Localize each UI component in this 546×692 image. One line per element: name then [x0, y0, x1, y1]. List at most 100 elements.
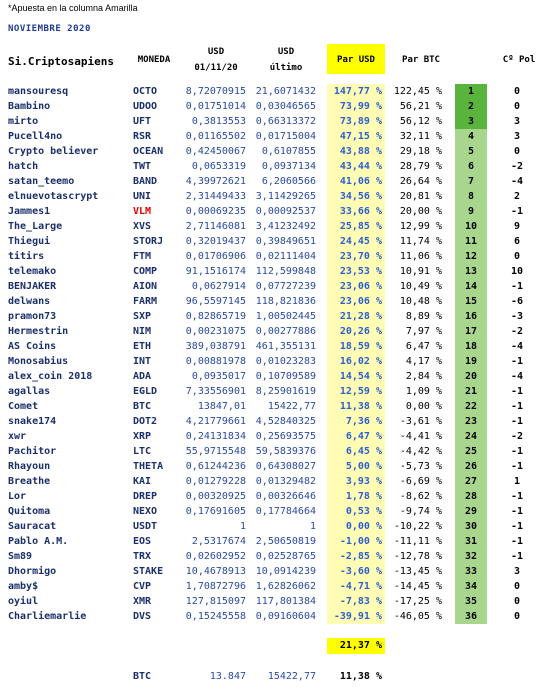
- rank-cell-bg: [455, 369, 487, 384]
- coin-symbol: USDT: [133, 521, 158, 532]
- usd-last-value: 0,6107855: [261, 146, 316, 157]
- pol-change: -1: [510, 416, 524, 427]
- player-name: Sauracat: [8, 521, 57, 532]
- usd-start-value: 55,9715548: [185, 446, 246, 457]
- coin-symbol: BAND: [133, 176, 158, 187]
- rank-number: 29: [464, 506, 478, 517]
- table-row: alex_coin 2018 ADA 0,0935017 0,10709589 14,5…: [0, 369, 546, 384]
- player-name: Pablo A.M.: [8, 536, 69, 547]
- coin-symbol: OCTO: [133, 86, 158, 97]
- par-usd-value: -3,60 %: [339, 566, 382, 577]
- pol-change: 0: [513, 596, 521, 607]
- par-btc-value: -8,62 %: [399, 491, 442, 502]
- header-usd-last-line1: USD: [277, 47, 295, 57]
- player-name: The_Large: [8, 221, 63, 232]
- usd-last-value: 118,821836: [255, 296, 316, 307]
- rank-number: 31: [464, 536, 478, 547]
- usd-last-value: 0,01715004: [255, 131, 316, 142]
- table-row: Sauracat USDT 1 1 0,00 % -10,22 % 30 -1: [0, 519, 546, 534]
- usd-start-value: 389,038791: [185, 341, 246, 352]
- usd-last-value: 0,09160604: [255, 611, 316, 622]
- usd-start-value: 0,02602952: [185, 551, 246, 562]
- table-row: mirto UFT 0,3813553 0,66313372 73,89 % 56,12 …: [0, 114, 546, 129]
- player-name: elnuevotascrypt: [8, 191, 99, 202]
- rank-number: 24: [464, 431, 478, 442]
- par-usd-value: 43,44 %: [339, 161, 382, 172]
- table-row: Charliemarlie DVS 0,15245558 0,09160604 -39,…: [0, 609, 546, 624]
- player-name: Thiegui: [8, 236, 51, 247]
- table-row: Pachitor LTC 55,9715548 59,5839376 6,45 % -4,…: [0, 444, 546, 459]
- pol-change: 3: [513, 116, 521, 127]
- pol-change: 0: [513, 581, 521, 592]
- player-name: xwr: [8, 431, 27, 442]
- usd-start-value: 10,4678913: [185, 566, 246, 577]
- table-row: telemako COMP 91,1516174 112,599848 23,53 % 1…: [0, 264, 546, 279]
- pol-change: -3: [510, 311, 524, 322]
- player-name: titirs: [8, 251, 45, 262]
- table-row: Sm89 TRX 0,02602952 0,02528765 -2,85 % -12,78…: [0, 549, 546, 564]
- usd-last-value: 461,355131: [255, 341, 316, 352]
- usd-start-value: 0,0935017: [191, 371, 246, 382]
- par-usd-value: 0,53 %: [345, 506, 382, 517]
- rank-number: 13: [464, 266, 478, 277]
- rank-number: 4: [467, 131, 475, 142]
- coin-symbol: DVS: [133, 611, 152, 622]
- par-btc-value: -14,45 %: [393, 581, 442, 592]
- rank-cell-bg: [455, 504, 487, 519]
- par-usd-value: 41,06 %: [339, 176, 382, 187]
- table-row: Breathe KAI 0,01279228 0,01329482 3,93 % -6,6…: [0, 474, 546, 489]
- player-name: snake174: [8, 416, 57, 427]
- rank-cell-bg: [455, 279, 487, 294]
- table-row: Thiegui STORJ 0,32019437 0,39849651 24,45 % 1…: [0, 234, 546, 249]
- usd-start-value: 4,39972621: [185, 176, 246, 187]
- usd-start-value: 91,1516174: [185, 266, 246, 277]
- usd-last-value: 0,01023283: [255, 356, 316, 367]
- player-name: Breathe: [8, 476, 51, 487]
- player-name: Sm89: [8, 551, 33, 562]
- usd-last-value: 59,5839376: [255, 446, 316, 457]
- par-usd-value: -1,00 %: [339, 536, 382, 547]
- coin-symbol: FARM: [133, 296, 158, 307]
- par-usd-value: -4,71 %: [339, 581, 382, 592]
- par-btc-value: -5,73 %: [399, 461, 442, 472]
- rank-number: 34: [464, 581, 478, 592]
- pol-change: 10: [510, 266, 524, 277]
- footer-usd-start: 13.847: [209, 671, 246, 682]
- player-name: Bambino: [8, 101, 51, 112]
- pol-change: -1: [510, 356, 524, 367]
- rank-cell-bg: [455, 489, 487, 504]
- usd-start-value: 127,815097: [185, 596, 246, 607]
- coin-symbol: EOS: [133, 536, 152, 547]
- par-usd-column-bg: [327, 84, 385, 624]
- pol-change: 1: [513, 476, 521, 487]
- rank-cell-bg: [455, 144, 487, 159]
- usd-last-value: 6,2060566: [261, 176, 316, 187]
- table-row: elnuevotascrypt UNI 2,31449433 3,11429265 34…: [0, 189, 546, 204]
- rank-cell-bg: [455, 579, 487, 594]
- par-usd-value: 5,00 %: [345, 461, 382, 472]
- rank-number: 12: [464, 251, 478, 262]
- usd-start-value: 0,0653319: [191, 161, 246, 172]
- player-name: Lor: [8, 491, 27, 502]
- par-usd-value: 11,38 %: [339, 401, 382, 412]
- coin-symbol: UDOO: [133, 101, 158, 112]
- coin-symbol: RSR: [133, 131, 152, 142]
- usd-start-value: 0,82865719: [185, 311, 246, 322]
- par-btc-value: 29,18 %: [399, 146, 442, 157]
- rank-cell-bg: [455, 204, 487, 219]
- player-name: mansouresq: [8, 86, 69, 97]
- usd-start-value: 2,71146081: [185, 221, 246, 232]
- player-name: telemako: [8, 266, 57, 277]
- table-row: The_Large XVS 2,71146081 3,41232492 25,85 % 1…: [0, 219, 546, 234]
- rank-number: 23: [464, 416, 478, 427]
- usd-start-value: 0,00320925: [185, 491, 246, 502]
- rank-number: 7: [467, 176, 475, 187]
- rank-number: 30: [464, 521, 478, 532]
- rank-number: 18: [464, 341, 478, 352]
- par-usd-value: 25,85 %: [339, 221, 382, 232]
- usd-last-value: 0,00277886: [255, 326, 316, 337]
- rank-number: 11: [464, 236, 478, 247]
- player-name: delwans: [8, 296, 51, 307]
- par-usd-value: 1,78 %: [345, 491, 382, 502]
- par-usd-value: 43,88 %: [339, 146, 382, 157]
